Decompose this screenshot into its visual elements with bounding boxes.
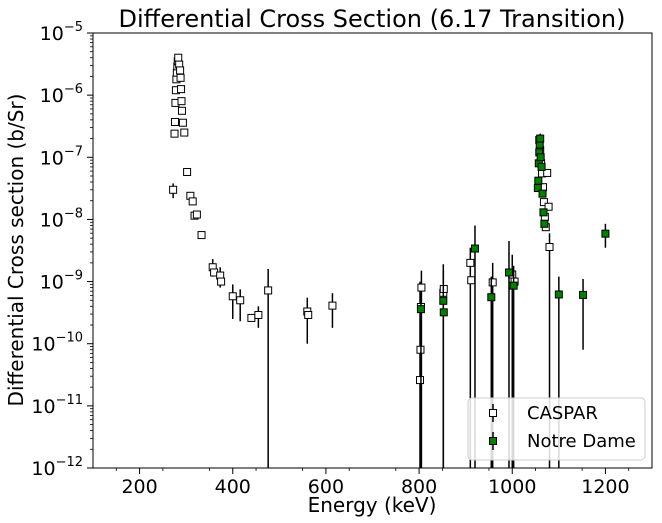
y-tick-label: 10−11 <box>31 393 83 418</box>
data-point <box>537 162 546 171</box>
data-point <box>439 308 448 317</box>
y-tick-label: 10−5 <box>40 20 83 45</box>
data-point <box>169 185 178 194</box>
data-point <box>170 117 179 126</box>
y-tick-label: 10−6 <box>40 82 83 107</box>
data-point <box>228 292 237 301</box>
x-tick-label: 200 <box>121 476 157 498</box>
data-point <box>178 118 187 127</box>
legend-label-notre-dame: Notre Dame <box>527 431 636 452</box>
y-tick-label: 10−7 <box>40 144 83 169</box>
data-point <box>439 296 448 305</box>
data-point <box>487 293 496 302</box>
data-point <box>197 231 206 240</box>
chart-title: Differential Cross Section (6.17 Transit… <box>119 5 626 33</box>
data-point <box>217 277 226 286</box>
data-point <box>170 129 179 138</box>
data-point <box>328 301 337 310</box>
data-point <box>176 66 185 75</box>
data-point <box>183 167 192 176</box>
data-point <box>470 244 479 253</box>
data-point <box>543 168 552 177</box>
data-point <box>174 53 183 62</box>
y-tick-label: 10−12 <box>31 455 83 480</box>
y-tick-label: 10−9 <box>40 269 83 294</box>
x-tick-label: 1000 <box>488 476 536 498</box>
data-point <box>509 281 518 290</box>
data-point <box>538 189 547 198</box>
data-point <box>601 229 610 238</box>
y-tick-label: 10−10 <box>31 331 83 356</box>
data-point <box>579 290 588 299</box>
data-point <box>540 219 549 228</box>
data-point <box>236 296 245 305</box>
data-point <box>544 202 553 211</box>
legend-box <box>467 397 646 461</box>
data-point <box>417 283 426 292</box>
plot-area <box>169 53 610 468</box>
y-tick-label: 10−8 <box>40 206 83 231</box>
data-point <box>188 197 197 206</box>
x-tick-label: 800 <box>401 476 437 498</box>
data-point <box>416 376 425 385</box>
data-point <box>467 276 476 285</box>
data-point <box>177 106 186 115</box>
x-tick-label: 600 <box>308 476 344 498</box>
data-point <box>504 268 513 277</box>
data-point <box>534 176 543 185</box>
data-point <box>539 208 548 217</box>
plot-frame <box>92 32 653 469</box>
y-axis-label: Differential Cross section (b/Sr) <box>4 94 28 407</box>
data-point <box>192 210 201 219</box>
data-point <box>264 286 273 295</box>
data-point <box>177 97 186 106</box>
y-axis: 10−12 10−11 10−10 10−9 10−8 10−7 10−6 10−5 <box>31 20 93 480</box>
data-point <box>304 310 313 319</box>
x-tick-label: 1200 <box>581 476 629 498</box>
x-axis: 200 400 600 800 1000 1200 <box>115 468 630 498</box>
legend-marker-caspar <box>489 409 497 417</box>
x-tick-label: 400 <box>215 476 251 498</box>
data-point <box>247 313 256 322</box>
data-point <box>466 258 475 267</box>
data-point <box>554 290 563 299</box>
data-point <box>536 134 545 143</box>
data-point <box>488 278 497 287</box>
data-point <box>176 73 185 82</box>
data-point <box>545 243 554 252</box>
data-point <box>180 128 189 137</box>
legend-label-caspar: CASPAR <box>527 403 598 424</box>
data-point <box>539 198 548 207</box>
data-point <box>254 310 263 319</box>
legend: CASPAR Notre Dame <box>467 397 646 461</box>
legend-marker-notre-dame <box>489 437 497 445</box>
data-point <box>177 85 186 94</box>
x-axis-label: Energy (keV) <box>308 493 437 517</box>
data-point <box>536 153 545 162</box>
data-point <box>416 305 425 314</box>
